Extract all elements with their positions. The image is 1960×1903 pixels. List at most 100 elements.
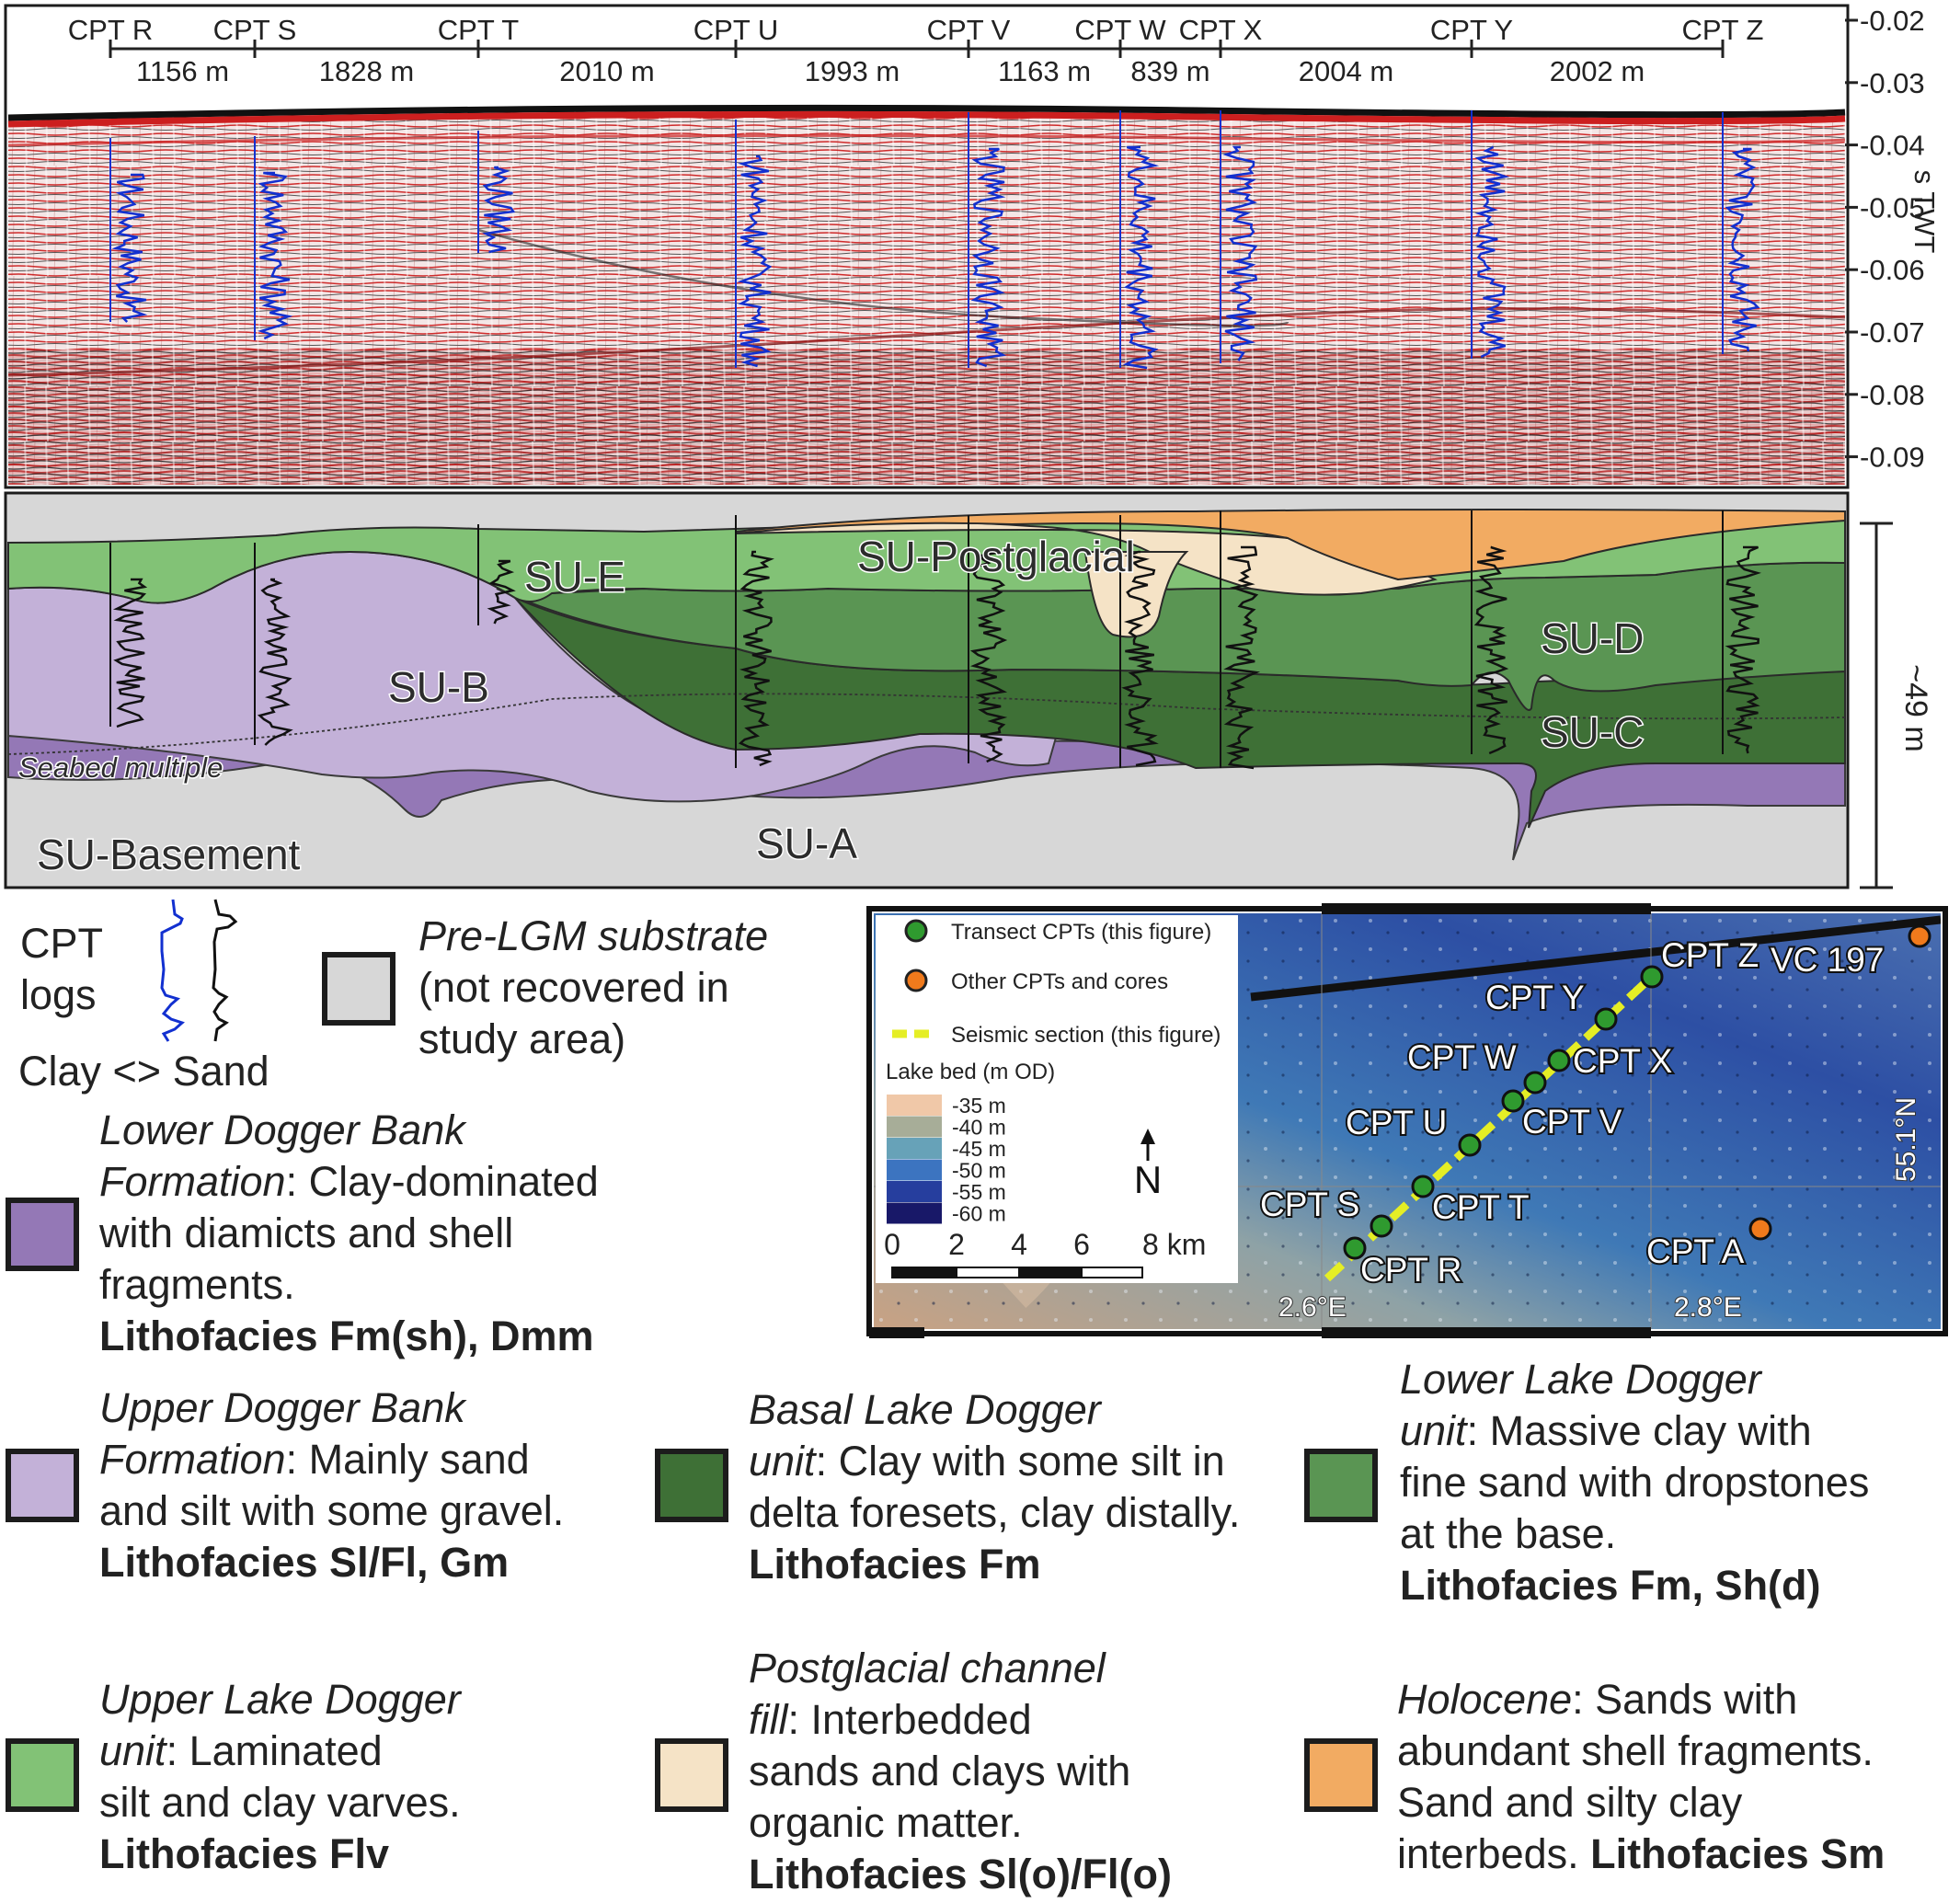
scale-bar-segment-2 (1018, 1267, 1083, 1278)
basal-lake-swatch (655, 1449, 728, 1522)
lakebed-bin-label-4: -55 m (952, 1180, 1006, 1204)
map-transect-cpt-6 (1547, 1049, 1571, 1072)
postglacial-l4: organic matter. (749, 1799, 1023, 1846)
distance-label-0: 1156 m (136, 55, 229, 87)
holocene-l1b: : Sands with (1572, 1676, 1798, 1723)
north-label: N (1134, 1158, 1162, 1201)
legend-transect-marker (904, 919, 928, 943)
basal-lake-l3: delta foresets, clay distally. (749, 1489, 1241, 1536)
cpt-blue-trace-6 (1222, 145, 1258, 361)
holocene-l1a: Holocene (1397, 1676, 1573, 1723)
scale-tick-3: 6 (1073, 1228, 1090, 1261)
basal-lake-l1: Basal Lake Dogger (749, 1386, 1101, 1433)
postglacial-l3: sands and clays with (749, 1748, 1131, 1794)
seismic-texture (8, 106, 1845, 485)
map-label-cpt-v: CPT V (1522, 1103, 1622, 1141)
upper-lake-lith: Lithofacies Flv (99, 1830, 390, 1877)
lower-lake-l3: fine sand with dropstones (1400, 1459, 1870, 1506)
holocene-area (735, 509, 1846, 581)
upper-dogger-l2b: : Mainly sand (285, 1436, 530, 1483)
lakebed-bin-label-0: -35 m (952, 1094, 1006, 1118)
lower-dogger-swatch (6, 1198, 79, 1271)
cpt-legend-traces (160, 899, 238, 1042)
twt-axis-label: s TWT (1908, 170, 1941, 254)
cpt-black-trace-1 (257, 578, 293, 746)
basal-lake-legend: Basal Lake Dogger unit: Clay with some s… (749, 1384, 1240, 1590)
cpt-logs-line1: CPT (20, 920, 103, 967)
lakebed-bin-label-3: -50 m (952, 1159, 1006, 1183)
holocene-swatch (1304, 1738, 1378, 1812)
upper-dogger-l2a: Formation (99, 1436, 286, 1483)
cpt-legend-blue-trace (160, 899, 185, 1042)
lakebed-bin-swatch-3 (887, 1159, 942, 1181)
map-lon-label-1: 2.6°E (1278, 1292, 1347, 1323)
lakebed-title: Lake bed (m OD) (886, 1060, 1055, 1084)
scale-tick-2: 4 (1011, 1228, 1027, 1261)
cpt-blue-trace-8 (1725, 147, 1760, 352)
map-transect-cpt-1 (1370, 1214, 1393, 1238)
cpt-logs-black (109, 510, 1762, 770)
cpt-blue-trace-0 (111, 173, 148, 323)
cpt-black-trace-0 (112, 578, 148, 728)
cpt-logs-legend-title: CPT logs (20, 918, 103, 1021)
basal-lake-l2b: : Clay with some silt in (815, 1438, 1225, 1485)
upper-lake-legend: Upper Lake Dogger unit: Laminated silt a… (99, 1674, 461, 1880)
distance-label-5: 839 m (1130, 55, 1209, 87)
postglacial-swatch (655, 1738, 728, 1812)
seabed-reflector-red (7, 110, 1846, 128)
su-postglacial-area (735, 521, 1438, 596)
postglacial-l2b: : Interbedded (787, 1696, 1032, 1743)
cpt-blue-trace-5 (1122, 145, 1160, 370)
twt-tick-label-7: -0.09 (1860, 441, 1925, 474)
lakebed-color-bins: -35 m-40 m-45 m-50 m-55 m-60 m (887, 1094, 1006, 1226)
interpretation-panel: SU-E SU-Postglacial SU-D SU-B SU-C SU-Ba… (4, 491, 1933, 889)
cpt-black-trace-4 (969, 550, 1008, 763)
pre-lgm-swatch (322, 952, 395, 1026)
holocene-l2: abundant shell fragments. (1397, 1727, 1874, 1774)
cpt-blue-trace-7 (1474, 145, 1510, 359)
upper-dogger-l1: Upper Dogger Bank (99, 1384, 465, 1431)
seabed-multiple-label: Seabed multiple (18, 751, 223, 784)
map-label-cpt-a: CPT A (1646, 1232, 1745, 1270)
legend-other-marker (904, 969, 928, 992)
survey-boundary-line (1250, 915, 1941, 1002)
depth-scale-bar (1860, 522, 1893, 889)
scale-bar-segment-0 (891, 1267, 957, 1278)
cpt-logs-blue (109, 110, 1760, 370)
basal-lake-lith: Lithofacies Fm (749, 1541, 1041, 1588)
su-basement-label: SU-Basement (37, 831, 301, 878)
map-point-labels: CPT Z VC 197 CPT Y CPT W CPT X CPT U CPT… (1258, 934, 1885, 1290)
twt-tick-label-0: -0.02 (1860, 5, 1925, 37)
lakebed-bin-swatch-5 (887, 1202, 942, 1224)
distance-label-3: 1993 m (805, 55, 900, 87)
distance-label-1: 1828 m (319, 55, 414, 87)
map-transect-cpt-7 (1594, 1007, 1618, 1031)
distance-label-7: 2002 m (1550, 55, 1645, 87)
pre-lgm-legend: Pre-LGM substrate (not recovered in stud… (418, 911, 768, 1065)
cpt-black-trace-2 (487, 559, 516, 625)
lakebed-bin-label-2: -45 m (952, 1137, 1006, 1161)
lower-dogger-l2a: Formation (99, 1158, 286, 1205)
cpt-blue-trace-2 (482, 166, 516, 254)
multiple-reflector (7, 307, 1846, 377)
twt-tick-label-6: -0.08 (1860, 379, 1925, 411)
lower-dogger-lith: Lithofacies Fm(sh), Dmm (99, 1313, 594, 1359)
cpt-black-trace-7 (1473, 545, 1509, 755)
map-transect-cpt-3 (1458, 1133, 1482, 1157)
pre-lgm-title: Pre-LGM substrate (418, 912, 769, 959)
lower-lake-l2b: : Massive clay with (1466, 1407, 1812, 1454)
map-transect-cpt-0 (1343, 1236, 1367, 1260)
upper-lake-l3: silt and clay varves. (99, 1779, 461, 1826)
su-c-label: SU-C (1541, 708, 1644, 756)
upper-dogger-swatch (6, 1449, 79, 1522)
lower-lake-swatch (1304, 1449, 1378, 1522)
scale-tick-0: 0 (884, 1228, 900, 1261)
cpt-top-labels: CPT R CPT S CPT T CPT U CPT V CPT W CPT X CPT Y… (68, 14, 1764, 87)
postglacial-l2a: fill (749, 1696, 788, 1743)
upper-lake-l2a: unit (99, 1727, 166, 1774)
cpt-blue-trace-4 (970, 147, 1007, 368)
distance-label-6: 2004 m (1299, 55, 1393, 87)
seismic-panel: CPT R CPT S CPT T CPT U CPT V CPT W CPT X CPT Y… (4, 4, 1941, 489)
map-lon-label-2: 2.8°E (1674, 1292, 1742, 1323)
